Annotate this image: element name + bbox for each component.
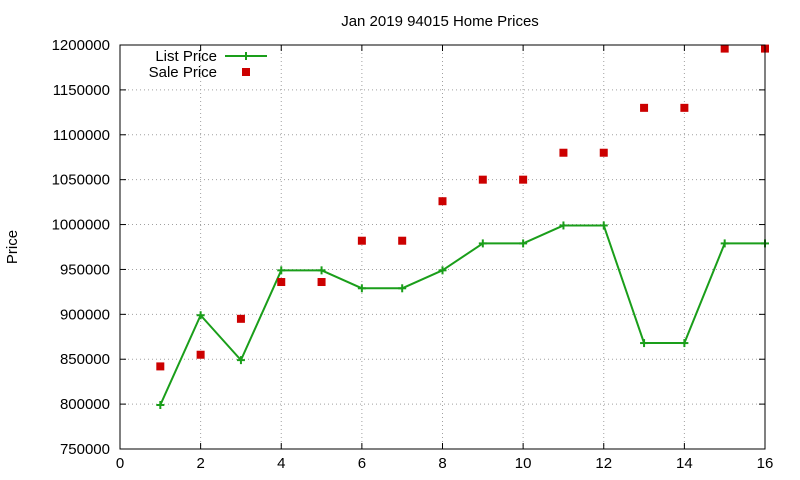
legend-swatch-marker <box>242 52 250 60</box>
sale-price-point <box>640 103 649 112</box>
sale-price-point <box>478 175 487 184</box>
list-price-point <box>720 239 729 248</box>
y-tick-label: 750000 <box>60 441 110 458</box>
tick-labels: 0 2 4 6 8 10 12 14 16 750000 800000 850000 900000 950… <box>52 37 774 472</box>
sale-price-point <box>357 236 366 245</box>
list-price-point <box>438 266 447 275</box>
y-tick-label: 1200000 <box>52 37 110 54</box>
sale-price-point <box>438 197 447 206</box>
sale-price-point <box>720 44 729 53</box>
x-tick-label: 14 <box>676 455 693 472</box>
plot-frame <box>119 44 766 450</box>
x-tick-label: 10 <box>515 455 532 472</box>
x-tick-label: 4 <box>277 455 285 472</box>
y-tick-label: 800000 <box>60 396 110 413</box>
sale-price-point <box>398 236 407 245</box>
list-price-line <box>159 224 765 406</box>
y-tick-label: 950000 <box>60 261 110 278</box>
list-price-point <box>277 266 286 275</box>
sale-price-point <box>519 175 528 184</box>
sale-price-point <box>680 103 689 112</box>
list-price-point <box>398 284 407 293</box>
sale-price-point <box>559 148 568 157</box>
x-tick-label: 12 <box>595 455 612 472</box>
sale-price-point <box>196 350 205 359</box>
y-tick-label: 1000000 <box>52 217 110 234</box>
sale-price-point <box>236 314 245 323</box>
sale-price-point <box>599 148 608 157</box>
sale-price-point <box>277 278 286 287</box>
list-price-point <box>357 284 366 293</box>
y-tick-label: 1100000 <box>53 127 110 144</box>
x-tick-label: 6 <box>358 455 366 472</box>
y-tick-label: 850000 <box>60 351 110 368</box>
list-price-point <box>559 221 568 230</box>
sale-price-point <box>317 278 326 287</box>
sale-price-point <box>156 362 165 371</box>
list-price-point <box>236 356 245 365</box>
y-tick-label: 1150000 <box>53 82 110 99</box>
y-tick-label: 900000 <box>60 306 110 323</box>
legend-label: Sale Price <box>149 64 217 81</box>
grid <box>119 44 766 450</box>
list-price-point <box>156 401 165 410</box>
chart-title: Jan 2019 94015 Home Prices <box>341 13 539 30</box>
list-price-point <box>599 221 608 230</box>
list-price-point <box>317 266 326 275</box>
x-tick-label: 0 <box>116 455 124 472</box>
legend-label: List Price <box>155 48 217 65</box>
x-tick-label: 8 <box>438 455 446 472</box>
list-price-point <box>640 339 649 348</box>
list-price-point <box>478 239 487 248</box>
x-tick-label: 2 <box>196 455 204 472</box>
list-price-point <box>680 339 689 348</box>
y-axis-label: Price <box>4 230 21 264</box>
list-price-point <box>519 239 528 248</box>
plot-area <box>156 44 769 410</box>
legend-swatch-marker <box>242 68 250 76</box>
list-price-point <box>196 311 205 320</box>
x-tick-label: 16 <box>757 455 774 472</box>
y-tick-label: 1050000 <box>52 172 110 189</box>
